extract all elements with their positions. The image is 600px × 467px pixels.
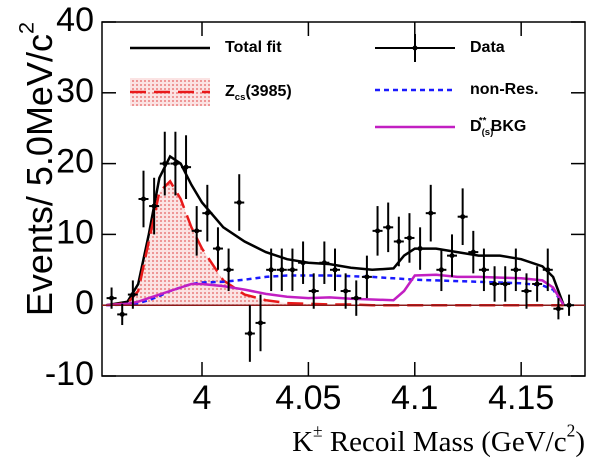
label-part: ± [313, 420, 323, 440]
data-point [353, 295, 359, 301]
data-point [449, 253, 455, 259]
y-tick-label: 0 [75, 284, 94, 322]
data-point [162, 161, 168, 167]
legend-point [412, 45, 418, 51]
data-point [534, 281, 540, 287]
data-point [385, 224, 391, 230]
data-point [247, 331, 253, 337]
data-point [183, 164, 189, 170]
label: Total fit [225, 39, 282, 56]
data-point [109, 295, 115, 301]
x-tick-label: 4 [193, 379, 212, 417]
fit-line [106, 273, 565, 307]
plot-frame [101, 21, 586, 377]
x-tick-label: 4.15 [488, 379, 554, 417]
data-point [555, 306, 561, 312]
label-part: Z [225, 83, 235, 100]
data-point [130, 292, 136, 298]
label-part: Data [470, 39, 505, 56]
data-point [311, 288, 317, 294]
data-point [194, 228, 200, 234]
data-point [172, 161, 178, 167]
data-point [523, 288, 529, 294]
label-part: cs [235, 91, 246, 102]
data-point [226, 267, 232, 273]
data-point [119, 311, 125, 317]
data-point [406, 235, 412, 241]
data-point [396, 238, 402, 244]
label-part: Events/ 5.0MeV/c [19, 34, 60, 316]
data-point [417, 246, 423, 252]
data-point [321, 260, 327, 266]
data-point [438, 267, 444, 273]
data-point [289, 267, 295, 273]
data-point [375, 228, 381, 234]
data-point [428, 210, 434, 216]
label-part: non-Res. [470, 81, 538, 98]
label-part: Total fit [225, 39, 282, 56]
label: K± Recoil Mass (GeV/c2) [292, 420, 585, 457]
area [106, 181, 564, 306]
x-tick-label: 4.1 [391, 379, 438, 417]
fit-line [106, 274, 565, 307]
data-point [204, 210, 210, 216]
data-point [258, 320, 264, 326]
data-point [151, 203, 157, 209]
label-part: (3985) [245, 83, 291, 100]
data-point [492, 281, 498, 287]
data-point [470, 249, 476, 255]
data-point [343, 288, 349, 294]
data-point [215, 246, 221, 252]
label-part: D [470, 118, 482, 135]
data-point [332, 267, 338, 273]
data-point [364, 274, 370, 280]
label-part: 2 [567, 420, 576, 440]
y-tick-label: 10 [56, 213, 94, 251]
data-point [481, 267, 487, 273]
x-tick-label: 4.05 [275, 379, 341, 417]
y-tick-label: 30 [56, 72, 94, 110]
y-tick-label: -10 [45, 355, 94, 393]
y-tick-label: 40 [56, 1, 94, 39]
y-tick-label: 20 [56, 143, 94, 181]
label: Events/ 5.0MeV/c2 [13, 22, 59, 316]
data-point [236, 200, 242, 206]
data-point [300, 260, 306, 266]
data-point [460, 214, 466, 220]
label: non-Res. [470, 81, 538, 98]
label-part: BKG [486, 118, 526, 135]
data-point [545, 267, 551, 273]
data-point [502, 281, 508, 287]
data-point [566, 302, 572, 308]
data-point [268, 267, 274, 273]
label-part: Recoil Mass (GeV/c [323, 426, 567, 458]
label-part: K [292, 426, 313, 458]
label: Zcs(3985) [225, 83, 292, 102]
label-part: (s) [482, 126, 494, 137]
data-point [513, 267, 519, 273]
label-part: 2 [13, 22, 38, 34]
data-point [279, 267, 285, 273]
data-point [140, 196, 146, 202]
label: Data [470, 39, 505, 56]
label-part: ** [479, 115, 487, 126]
label: D(s)** BKG [470, 115, 526, 137]
label-part: ) [575, 426, 585, 458]
